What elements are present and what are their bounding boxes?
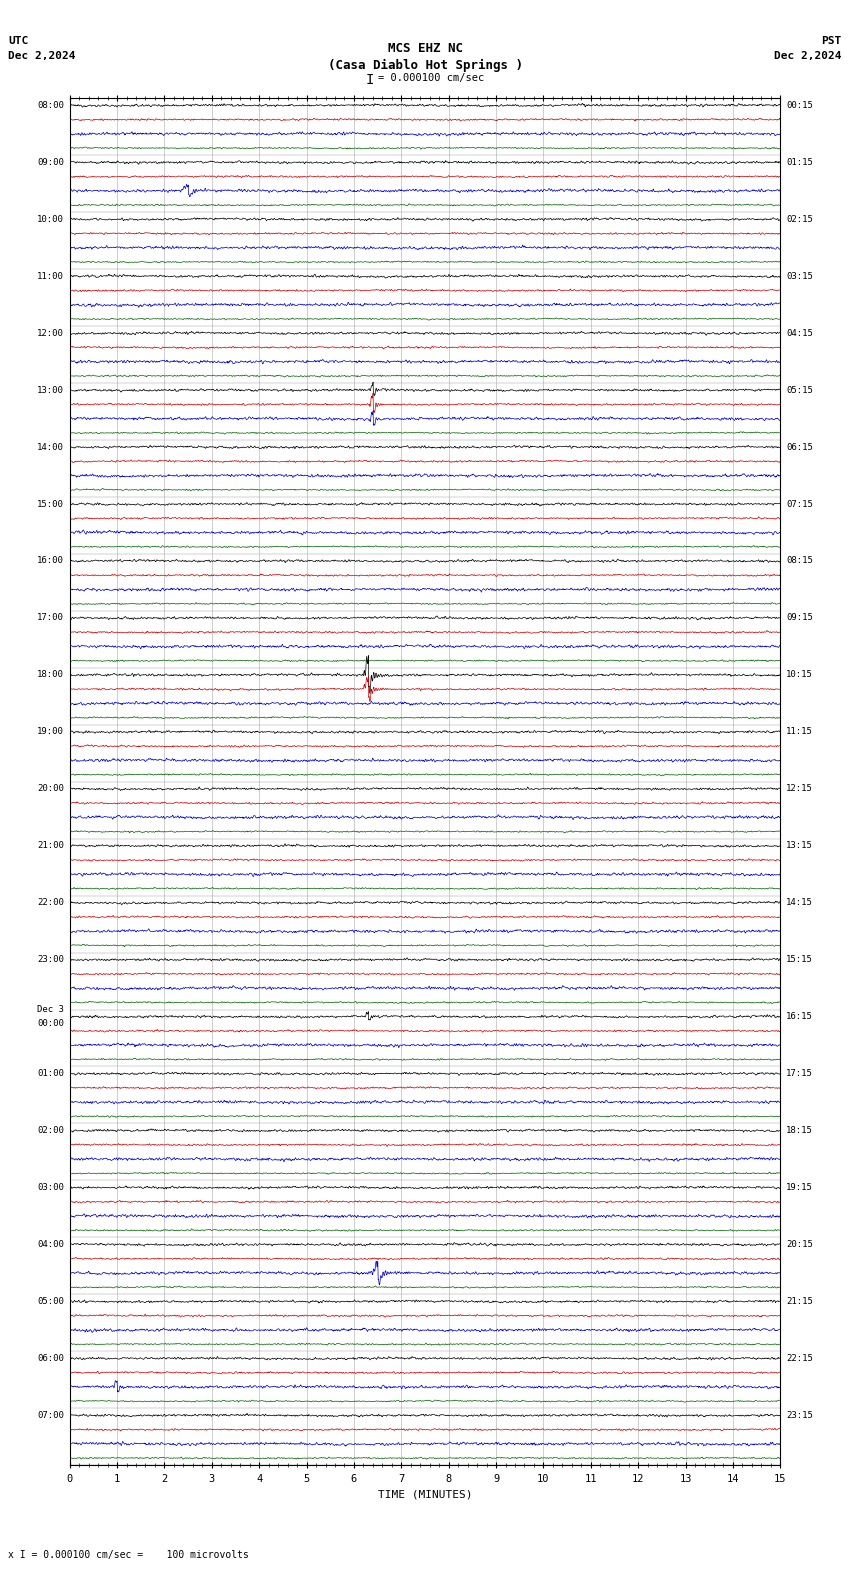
Text: 17:15: 17:15 [786, 1069, 813, 1079]
Text: 21:15: 21:15 [786, 1297, 813, 1305]
Text: 02:15: 02:15 [786, 215, 813, 223]
Text: 20:00: 20:00 [37, 784, 64, 794]
Text: 07:15: 07:15 [786, 499, 813, 508]
Text: 22:15: 22:15 [786, 1354, 813, 1362]
Text: 04:15: 04:15 [786, 328, 813, 337]
Text: Dec 3: Dec 3 [37, 1004, 64, 1014]
Text: Dec 2,2024: Dec 2,2024 [8, 51, 76, 60]
Text: 05:15: 05:15 [786, 385, 813, 394]
Text: 16:15: 16:15 [786, 1012, 813, 1022]
Text: 07:00: 07:00 [37, 1411, 64, 1419]
Text: 22:00: 22:00 [37, 898, 64, 908]
Text: 19:15: 19:15 [786, 1183, 813, 1193]
Text: 03:00: 03:00 [37, 1183, 64, 1193]
Text: 23:15: 23:15 [786, 1411, 813, 1419]
Text: 11:15: 11:15 [786, 727, 813, 737]
Text: = 0.000100 cm/sec: = 0.000100 cm/sec [378, 73, 484, 82]
Text: 08:15: 08:15 [786, 556, 813, 565]
Text: 13:15: 13:15 [786, 841, 813, 851]
Text: 00:15: 00:15 [786, 101, 813, 109]
Text: 03:15: 03:15 [786, 272, 813, 280]
Text: 18:15: 18:15 [786, 1126, 813, 1136]
Text: 00:00: 00:00 [37, 1019, 64, 1028]
Text: 16:00: 16:00 [37, 556, 64, 565]
Text: 09:00: 09:00 [37, 158, 64, 166]
Text: 10:15: 10:15 [786, 670, 813, 680]
Text: 15:00: 15:00 [37, 499, 64, 508]
Text: 14:15: 14:15 [786, 898, 813, 908]
Text: 11:00: 11:00 [37, 272, 64, 280]
Text: 06:00: 06:00 [37, 1354, 64, 1362]
Text: 04:00: 04:00 [37, 1240, 64, 1250]
Text: 18:00: 18:00 [37, 670, 64, 680]
Text: 15:15: 15:15 [786, 955, 813, 965]
Text: 10:00: 10:00 [37, 215, 64, 223]
Text: 06:15: 06:15 [786, 442, 813, 451]
Text: 05:00: 05:00 [37, 1297, 64, 1305]
Text: 09:15: 09:15 [786, 613, 813, 623]
Text: 08:00: 08:00 [37, 101, 64, 109]
Text: 23:00: 23:00 [37, 955, 64, 965]
Text: 14:00: 14:00 [37, 442, 64, 451]
Text: 02:00: 02:00 [37, 1126, 64, 1136]
Text: (Casa Diablo Hot Springs ): (Casa Diablo Hot Springs ) [327, 59, 523, 71]
Text: I: I [366, 73, 374, 87]
Text: 12:15: 12:15 [786, 784, 813, 794]
Text: UTC: UTC [8, 36, 29, 46]
Text: 19:00: 19:00 [37, 727, 64, 737]
Text: 21:00: 21:00 [37, 841, 64, 851]
Text: MCS EHZ NC: MCS EHZ NC [388, 41, 462, 55]
Text: 01:15: 01:15 [786, 158, 813, 166]
Text: 13:00: 13:00 [37, 385, 64, 394]
Text: 01:00: 01:00 [37, 1069, 64, 1079]
Text: x I = 0.000100 cm/sec =    100 microvolts: x I = 0.000100 cm/sec = 100 microvolts [8, 1551, 249, 1560]
Text: 12:00: 12:00 [37, 328, 64, 337]
Text: PST: PST [821, 36, 842, 46]
X-axis label: TIME (MINUTES): TIME (MINUTES) [377, 1489, 473, 1498]
Text: 20:15: 20:15 [786, 1240, 813, 1250]
Text: 17:00: 17:00 [37, 613, 64, 623]
Text: Dec 2,2024: Dec 2,2024 [774, 51, 842, 60]
